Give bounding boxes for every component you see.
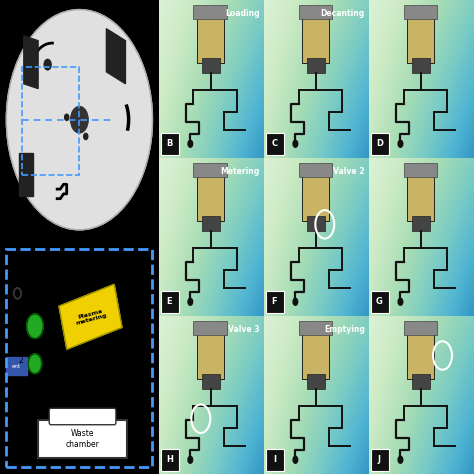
Text: Loading: Loading: [225, 9, 260, 18]
Bar: [202, 217, 220, 231]
Bar: [197, 174, 224, 221]
Bar: [202, 374, 220, 389]
Text: Valve 2: Valve 2: [333, 167, 365, 176]
Text: E: E: [166, 297, 172, 306]
Text: B: B: [166, 139, 173, 148]
Circle shape: [188, 298, 192, 305]
Bar: [266, 291, 284, 313]
Bar: [161, 291, 179, 313]
Circle shape: [188, 140, 192, 147]
Bar: [403, 5, 437, 19]
Text: I: I: [273, 456, 276, 464]
Bar: [371, 133, 389, 155]
Circle shape: [188, 456, 192, 463]
Text: H: H: [166, 456, 173, 464]
Bar: [266, 449, 284, 471]
Circle shape: [64, 114, 69, 120]
Bar: [197, 332, 224, 379]
Text: 1: 1: [18, 318, 23, 327]
Bar: [161, 133, 179, 155]
Bar: [193, 163, 227, 177]
Bar: [371, 291, 389, 313]
Text: Emptying: Emptying: [324, 326, 365, 335]
Circle shape: [27, 314, 43, 338]
Polygon shape: [59, 284, 122, 349]
Bar: [193, 321, 227, 335]
Bar: [307, 374, 325, 389]
Bar: [22, 67, 80, 175]
Circle shape: [6, 9, 153, 230]
Text: 2: 2: [18, 356, 23, 365]
Bar: [301, 16, 329, 63]
Bar: [19, 153, 33, 196]
Text: Waste
chamber: Waste chamber: [65, 429, 100, 448]
Circle shape: [84, 133, 88, 139]
Text: G: G: [376, 297, 383, 306]
Bar: [407, 174, 434, 221]
Bar: [371, 449, 389, 471]
Bar: [197, 16, 224, 63]
Bar: [299, 321, 332, 335]
Bar: [299, 163, 332, 177]
Circle shape: [293, 298, 298, 305]
Bar: [301, 332, 329, 379]
Bar: [403, 163, 437, 177]
Bar: [407, 16, 434, 63]
Bar: [161, 449, 179, 471]
Bar: [403, 321, 437, 335]
Bar: [301, 174, 329, 221]
Bar: [412, 58, 430, 73]
Polygon shape: [106, 29, 126, 84]
Circle shape: [398, 456, 403, 463]
Text: F: F: [272, 297, 277, 306]
Bar: [38, 420, 127, 457]
Text: Decanting: Decanting: [320, 9, 365, 18]
Bar: [299, 5, 332, 19]
Circle shape: [398, 140, 403, 147]
Circle shape: [293, 140, 298, 147]
Circle shape: [293, 456, 298, 463]
Circle shape: [28, 354, 42, 374]
Bar: [407, 332, 434, 379]
Bar: [6, 357, 27, 375]
Polygon shape: [24, 36, 38, 89]
Text: ent: ent: [12, 364, 21, 369]
Bar: [412, 217, 430, 231]
Circle shape: [44, 59, 51, 70]
Text: 3: 3: [11, 385, 17, 394]
Bar: [193, 5, 227, 19]
Text: Metering: Metering: [220, 167, 260, 176]
Text: D: D: [376, 139, 383, 148]
Text: J: J: [378, 456, 381, 464]
Bar: [307, 58, 325, 73]
Text: Plasma
metering: Plasma metering: [73, 308, 108, 326]
Text: C: C: [271, 139, 277, 148]
Circle shape: [71, 107, 88, 133]
Bar: [266, 133, 284, 155]
Bar: [307, 217, 325, 231]
Bar: [202, 58, 220, 73]
Text: Valve 3: Valve 3: [228, 326, 260, 335]
Circle shape: [398, 298, 403, 305]
Bar: [412, 374, 430, 389]
FancyBboxPatch shape: [49, 408, 116, 425]
